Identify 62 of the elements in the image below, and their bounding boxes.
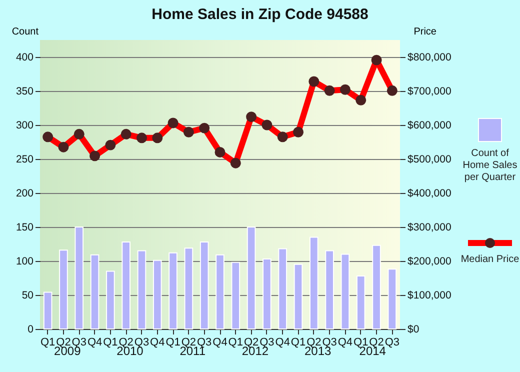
legend-label: Median Price [460,254,520,266]
x-tick-label: Q4 [150,336,165,348]
bar [310,236,318,330]
bar [59,250,68,330]
y2-tick-label: $400,000 [408,188,452,200]
bar [90,254,100,330]
bar [372,244,381,330]
bar [74,226,84,330]
bar [340,254,350,330]
y2-tick-label: $200,000 [408,256,452,268]
y-tick-label: 200 [16,188,34,200]
y-tick-label: 150 [16,222,34,234]
bar [246,226,256,330]
bar [43,292,52,330]
x-tick-label: Q3 [260,336,274,348]
bar [294,264,303,330]
y-tick-label: 250 [16,154,34,166]
y2-tick-label: $500,000 [408,154,452,166]
y2-tick-label: $100,000 [408,290,452,302]
bar [262,258,272,330]
bar [278,248,288,330]
x-tick-label: Q3 [197,336,212,348]
bar [200,241,209,330]
y2-tick-label: $700,000 [408,86,452,98]
x-tick-label: Q1 [228,336,243,348]
y-axis-title: Count [12,26,39,38]
y2-axis-title: Price [414,26,437,38]
y-tick-label: 50 [22,290,34,302]
x-tick-label: Q1 [290,336,306,348]
x-tick-label: Q4 [212,336,228,348]
y-tick-label: 0 [28,324,34,336]
y2-tick-label: $800,000 [408,52,452,64]
x-tick-label: Q4 [87,336,102,348]
x-tick-label: Q3 [384,336,400,348]
y-tick-label: 300 [16,120,34,132]
y2-tick-label: $300,000 [408,222,452,234]
y2-tick-label: $0 [408,324,420,336]
bar [231,262,240,330]
bar [325,250,334,330]
bar [122,241,130,330]
chart-title: Home Sales in Zip Code 94588 [152,6,368,23]
x-tick-label: Q1 [40,336,56,348]
y-tick-label: 350 [16,86,34,98]
x-tick-label: Q4 [338,336,353,348]
bar [137,250,146,330]
bar [106,270,115,330]
bar [168,252,178,330]
y-tick-label: 100 [16,256,34,268]
x-tick-label: Q1 [166,336,180,348]
bar [356,275,366,330]
bar [184,248,194,330]
legend-label: Count of Home Sales per Quarter [462,148,518,184]
x-tick-label: Q3 [72,336,86,348]
x-tick-label: Q1 [103,336,118,348]
y-tick-label: 400 [16,52,34,64]
bar [388,268,397,330]
x-tick-label: Q3 [134,336,150,348]
x-tick-label: Q4 [275,336,290,348]
bar [216,254,224,330]
x-tick-label: Q3 [322,336,337,348]
bar [152,260,162,330]
y2-tick-label: $600,000 [408,120,452,132]
